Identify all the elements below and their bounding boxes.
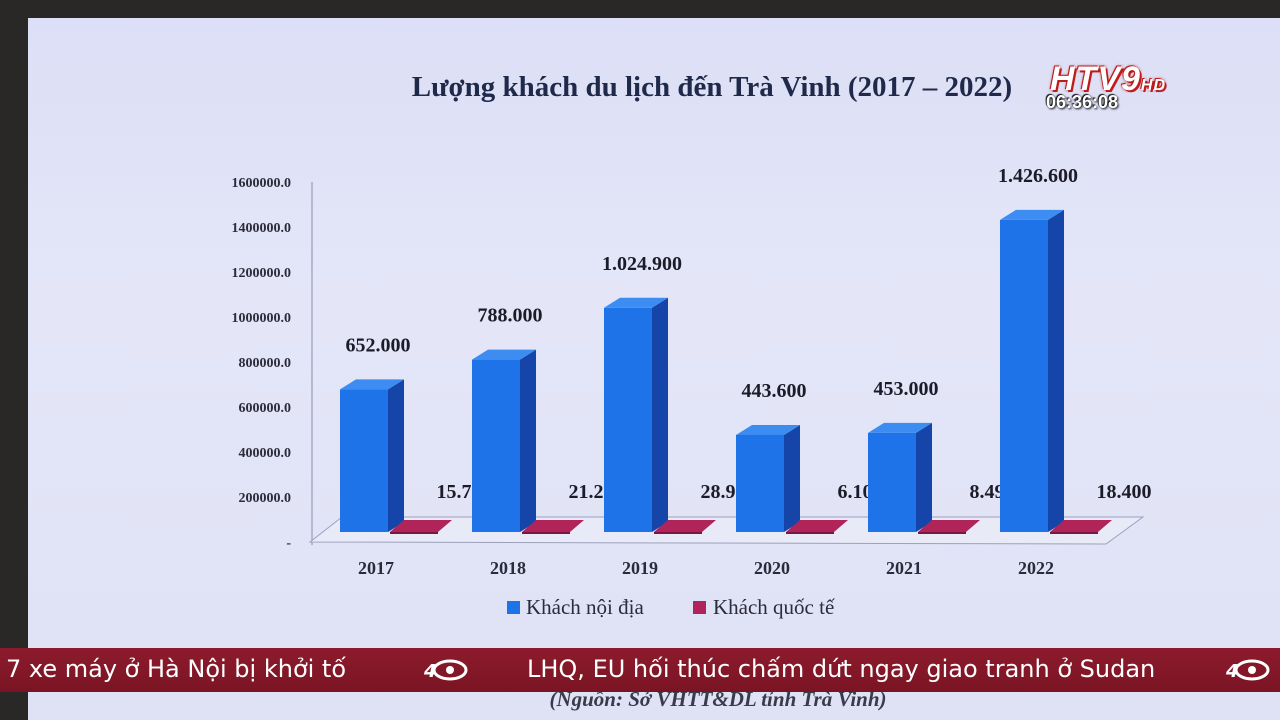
y-tick-label: 400000.0 (239, 446, 292, 461)
x-tick-label: 2019 (622, 558, 658, 578)
htv-small-logo-icon: 4 (423, 659, 468, 682)
bar-international-2020 (786, 520, 848, 534)
x-tick-label: 2021 (886, 558, 922, 578)
chart-title: Lượng khách du lịch đến Trà Vinh (2017 –… (412, 71, 1012, 103)
y-tick-label: 800000.0 (239, 356, 292, 371)
data-label-domestic: 788.000 (478, 305, 543, 327)
y-tick-label: - (286, 536, 291, 551)
bar-domestic-2019 (604, 297, 668, 532)
bar-domestic-2022 (1000, 209, 1064, 532)
bar-international-2019 (654, 520, 716, 534)
bars: 652.00015.780788.00021.2001.024.90028.90… (340, 165, 1152, 534)
x-tick-label: 2017 (358, 558, 394, 578)
htv-small-logo-icon: 4 (1225, 659, 1270, 682)
y-tick-label: 1400000.0 (232, 221, 292, 236)
news-ticker: 7 xe máy ở Hà Nội bị khởi tố 4 LHQ, EU h… (0, 648, 1280, 692)
y-axis: 1600000.0 1400000.0 1200000.0 1000000.0 8000… (232, 176, 313, 551)
legend-label-domestic: Khách nội địa (526, 595, 644, 619)
htv9-logo-icon: HTV9HD (1050, 60, 1167, 98)
legend-swatch-domestic (507, 601, 520, 614)
bar-domestic-2021 (868, 422, 932, 532)
data-label-domestic: 443.600 (742, 380, 807, 402)
ticker-item: 7 xe máy ở Hà Nội bị khởi tố (6, 655, 347, 683)
ticker-item: LHQ, EU hối thúc chấm dứt ngay giao tran… (527, 655, 1156, 683)
y-tick-label: 1600000.0 (232, 176, 292, 191)
legend-label-international: Khách quốc tế (713, 595, 835, 619)
svg-text:4: 4 (1225, 661, 1239, 682)
x-axis: 2017 2018 2019 2020 2021 2022 (358, 558, 1054, 578)
bar-domestic-2017 (340, 379, 404, 532)
bar-domestic-2020 (736, 424, 800, 532)
y-tick-label: 1000000.0 (232, 311, 292, 326)
bar-international-2021 (918, 520, 980, 534)
x-tick-label: 2018 (490, 558, 526, 578)
channel-logo: HTV9HD 06:36:08 (1046, 60, 1206, 120)
bar-international-2018 (522, 520, 584, 534)
data-label-domestic: 1.426.600 (998, 165, 1078, 187)
legend-swatch-international (693, 601, 706, 614)
clock: 06:36:08 (1046, 92, 1119, 112)
y-tick-label: 1200000.0 (232, 266, 292, 281)
x-tick-label: 2020 (754, 558, 790, 578)
legend: Khách nội địa Khách quốc tế (507, 595, 835, 619)
bar-international-2022 (1050, 520, 1112, 534)
bar-domestic-2018 (472, 349, 536, 532)
svg-text:4: 4 (423, 661, 437, 682)
y-tick-label: 200000.0 (239, 491, 292, 506)
data-label-international: 18.400 (1097, 481, 1152, 503)
data-label-domestic: 1.024.900 (602, 253, 682, 275)
data-label-domestic: 652.000 (346, 334, 411, 356)
data-label-domestic: 453.000 (874, 378, 939, 400)
bar-international-2017 (390, 520, 452, 534)
y-tick-label: 600000.0 (239, 401, 292, 416)
x-tick-label: 2022 (1018, 558, 1054, 578)
